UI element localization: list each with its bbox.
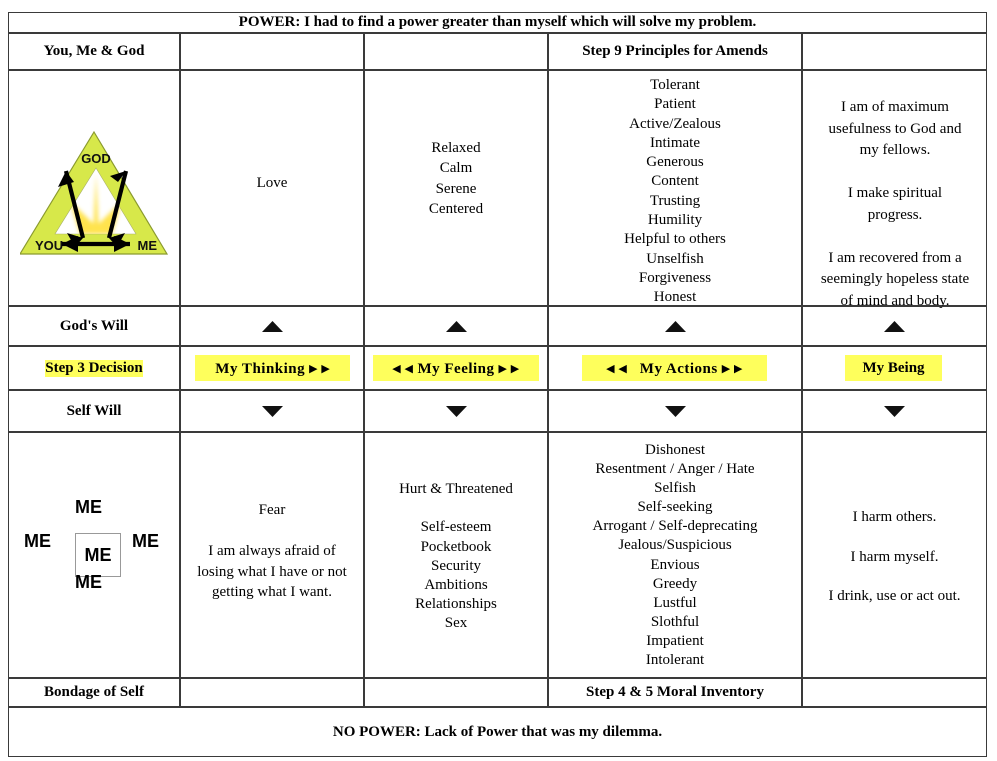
svg-text:GOD: GOD — [81, 151, 111, 166]
svg-text:ME: ME — [138, 238, 158, 253]
svg-text:YOU: YOU — [35, 238, 63, 253]
